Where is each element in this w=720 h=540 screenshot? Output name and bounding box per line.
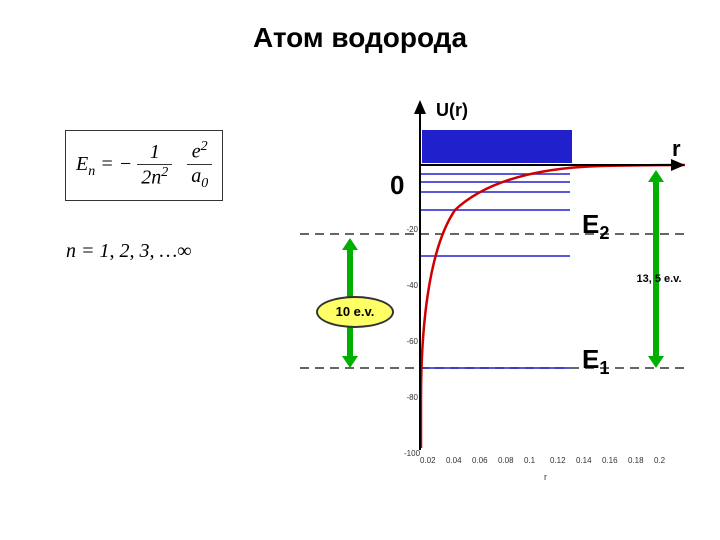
y-tick: -20 — [404, 225, 418, 234]
formula-eq: = − — [100, 153, 137, 175]
ev-label: 10 e.v. — [316, 296, 394, 328]
x-tick: 0.02 — [420, 456, 436, 465]
y-tick: -80 — [404, 393, 418, 402]
formula-box: En = − 1 2n2 e2 a0 — [65, 130, 223, 201]
ev-label: 13, 5 e.v. — [628, 268, 690, 290]
y-tick: -40 — [404, 281, 418, 290]
x-axis-label: r — [672, 136, 681, 162]
formula-frac1: 1 2n2 — [137, 141, 172, 190]
x-tick: 0.16 — [602, 456, 618, 465]
x-tick: 0.06 — [472, 456, 488, 465]
x-tick: 0.18 — [628, 456, 644, 465]
formula-lhs: En — [76, 153, 95, 175]
y-tick: -60 — [404, 337, 418, 346]
y-tick: -100 — [404, 449, 418, 458]
energy-level-label: E1 — [582, 344, 609, 379]
series-text: n = 1, 2, 3, …∞ — [66, 240, 192, 263]
energy-level-label: E2 — [582, 209, 609, 244]
x-tick: 0.08 — [498, 456, 514, 465]
x-tick: 0.14 — [576, 456, 592, 465]
formula-frac2: e2 a0 — [187, 139, 212, 192]
page-title: Атом водорода — [253, 22, 467, 54]
chart-area: U(r)r0E2E110 e.v.13, 5 e.v.0.020.040.060… — [320, 100, 690, 480]
x-tick: 0.2 — [654, 456, 665, 465]
x-tick: 0.12 — [550, 456, 566, 465]
x-tick: 0.04 — [446, 456, 462, 465]
y-axis-label: U(r) — [436, 100, 468, 121]
x-tick: 0.1 — [524, 456, 535, 465]
r-small-label: r — [544, 472, 547, 482]
chart-svg — [320, 100, 690, 480]
zero-label: 0 — [390, 170, 404, 201]
